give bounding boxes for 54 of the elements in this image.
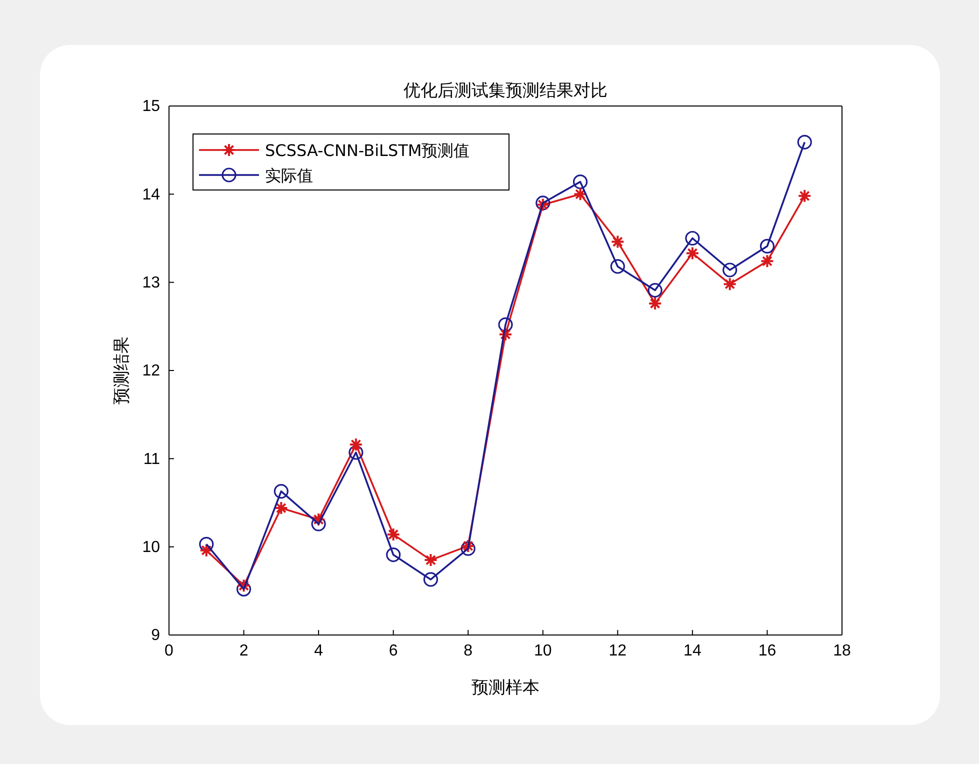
y-axis-title: 预测结果 <box>112 336 132 404</box>
point <box>572 174 588 190</box>
point <box>685 246 700 260</box>
x-tick-label: 6 <box>388 642 398 660</box>
chart-title: 优化后测试集预测结果对比 <box>404 81 608 101</box>
point <box>199 536 214 552</box>
point <box>722 262 738 278</box>
point <box>760 254 774 268</box>
y-tick-label: 12 <box>142 362 160 380</box>
x-tick-label: 2 <box>239 642 248 660</box>
point <box>460 541 476 556</box>
point <box>348 438 363 452</box>
point <box>386 527 400 542</box>
point <box>423 572 438 587</box>
point <box>498 327 512 342</box>
point <box>311 516 326 532</box>
point <box>348 445 364 460</box>
point <box>312 512 326 526</box>
x-tick-label: 12 <box>608 642 627 660</box>
point <box>573 187 588 202</box>
y-tick-label: 10 <box>142 538 160 556</box>
point <box>498 317 513 332</box>
point <box>797 134 812 150</box>
point <box>760 238 775 254</box>
x-tick-label: 18 <box>833 642 851 660</box>
point <box>648 296 662 310</box>
x-tick-label: 0 <box>164 642 174 660</box>
point <box>386 547 401 562</box>
y-tick-label: 11 <box>143 450 160 468</box>
y-tick-label: 14 <box>142 186 160 204</box>
point <box>274 501 288 516</box>
x-tick-label: 8 <box>464 642 473 660</box>
legend-label: SCSSA-CNN-BiLSTM预测值 <box>265 141 470 160</box>
point <box>236 582 252 596</box>
x-tick-label: 14 <box>684 642 702 660</box>
x-axis-title: 预测样本 <box>472 678 540 698</box>
x-tick-label: 16 <box>758 642 776 660</box>
point <box>236 578 251 593</box>
legend-label: 实际值 <box>265 166 313 185</box>
point <box>648 282 662 298</box>
point <box>199 543 214 558</box>
point <box>610 259 625 274</box>
x-tick-label: 10 <box>534 642 552 660</box>
point <box>685 230 700 246</box>
y-tick-label: 9 <box>151 627 160 644</box>
point <box>610 234 625 249</box>
x-tick-label: 4 <box>314 642 324 660</box>
y-tick-label: 15 <box>142 98 160 116</box>
point <box>274 484 288 499</box>
point <box>424 553 438 568</box>
point <box>722 277 737 292</box>
point <box>461 538 476 553</box>
point <box>798 188 812 203</box>
y-tick-label: 13 <box>142 274 160 292</box>
